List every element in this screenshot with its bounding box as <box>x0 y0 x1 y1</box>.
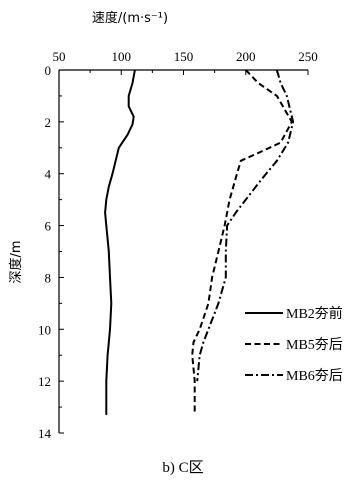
y-tick-label: 0 <box>45 63 52 78</box>
series-group <box>104 69 295 415</box>
y-tick-label: 4 <box>45 167 52 182</box>
y-tick-label: 8 <box>45 270 52 285</box>
series-line-1 <box>104 69 136 415</box>
axes <box>58 69 309 434</box>
y-tick-label: 14 <box>38 426 52 441</box>
chart-caption: b) C区 <box>162 460 203 476</box>
x-tick-label: 250 <box>298 49 318 64</box>
x-tick-label: 50 <box>53 49 66 64</box>
y-tick-label: 10 <box>38 322 51 337</box>
y-tick-labels: 0 2 4 6 8 10 12 14 <box>38 63 52 441</box>
legend-label-2: MB5夯后 <box>286 337 343 353</box>
y-axis-title: 深度/m <box>8 240 24 283</box>
y-tick-label: 2 <box>45 115 52 130</box>
series-line-2 <box>191 69 293 415</box>
y-tick-label: 12 <box>38 374 51 389</box>
x-tick-label: 150 <box>174 49 194 64</box>
x-tick-label: 100 <box>112 49 132 64</box>
legend-label-3: MB6夯后 <box>286 368 343 384</box>
y-tick-label: 6 <box>45 219 52 234</box>
x-tick-labels: 50 100 150 200 250 <box>53 49 318 64</box>
legend: MB2夯前 MB5夯后 MB6夯后 <box>245 305 343 384</box>
x-axis-title: 速度/(m·s⁻¹) <box>92 10 168 26</box>
legend-label-1: MB2夯前 <box>286 305 343 322</box>
series-line-3 <box>196 69 295 382</box>
x-tick-label: 200 <box>236 49 256 64</box>
